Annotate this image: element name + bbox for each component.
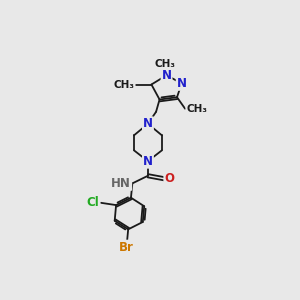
Text: Br: Br: [119, 241, 134, 254]
Text: CH₃: CH₃: [186, 104, 207, 114]
Text: CH₃: CH₃: [154, 59, 176, 69]
Text: N: N: [143, 155, 153, 168]
Text: Cl: Cl: [87, 196, 100, 209]
Text: HN: HN: [111, 177, 131, 190]
Text: N: N: [177, 77, 187, 90]
Text: N: N: [161, 69, 172, 82]
Text: O: O: [164, 172, 174, 185]
Text: N: N: [143, 117, 153, 130]
Text: CH₃: CH₃: [113, 80, 134, 89]
